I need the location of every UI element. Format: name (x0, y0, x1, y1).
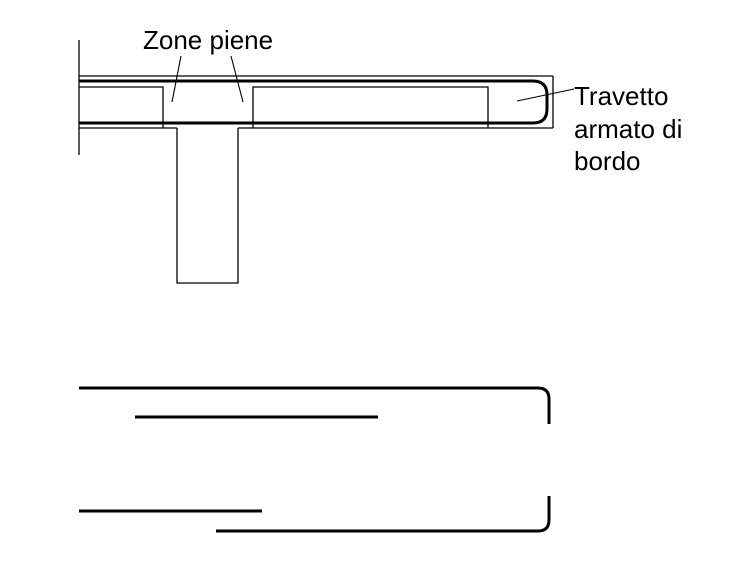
label-armato-di: armato di (574, 114, 682, 144)
label-zone-piene: Zone piene (143, 25, 273, 55)
detail-top-bent-bar (79, 386, 551, 424)
detail-bottom-bent-bar (216, 496, 551, 533)
label-travetto: Travetto (574, 81, 668, 111)
beam-rib (176, 128, 239, 284)
hollow-block-right (252, 86, 489, 128)
leader-zone-piene-right (230, 55, 244, 103)
label-bordo: bordo (574, 146, 641, 176)
leader-zone-piene-left (171, 55, 182, 103)
hollow-block-left (79, 86, 164, 128)
leader-travetto (516, 88, 575, 102)
edge-beam-reinforcement (79, 79, 549, 125)
